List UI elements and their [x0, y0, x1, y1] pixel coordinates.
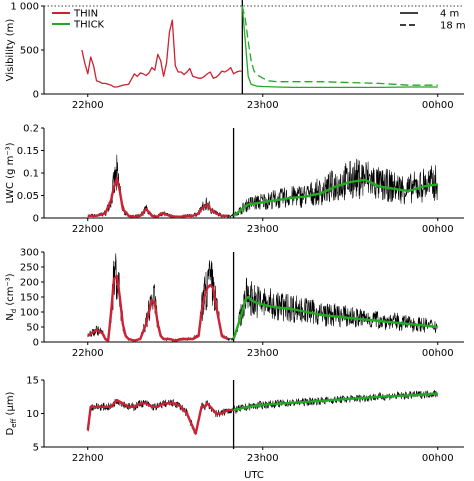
panel-1-y-label: Visibility (m) — [5, 19, 16, 82]
panel-3-x-tick-label: 00h00 — [422, 348, 454, 359]
panel-1-series-thin-line — [81, 19, 243, 88]
panel-4-series-thin-line — [86, 398, 234, 435]
panel-4-y-tick-label: 10 — [26, 409, 39, 420]
legend-thin-label: THIN — [73, 9, 98, 20]
panel-2-y-tick-label: 0.05 — [17, 191, 39, 202]
panel-3-raw-measurement-line — [87, 253, 438, 342]
panel-3-y-tick-label: 300 — [20, 248, 39, 259]
panel-4-x-tick-label: 23h00 — [247, 453, 279, 464]
panel-3-y-tick-label: 0 — [33, 338, 39, 349]
panel-3-y-label: Nd (cm⁻³) — [5, 273, 18, 321]
panel-1-x-tick-label: 00h00 — [422, 100, 454, 111]
panel-3-x-tick-label: 23h00 — [247, 348, 279, 359]
panel-3-y-tick-label: 150 — [20, 293, 39, 304]
panel-3-y-tick-label: 200 — [20, 278, 39, 289]
panel-3-y-tick-label: 50 — [26, 323, 39, 334]
panel-1-y-tick-label: 1 000 — [10, 2, 39, 13]
legend-18m-label: 18 m — [440, 21, 466, 32]
panel-3-y-tick-label: 250 — [20, 263, 39, 274]
panel-2-y-label: LWC (g m⁻³) — [5, 142, 16, 203]
panel-4-y-label: Deff (µm) — [5, 391, 18, 435]
panel-3-series-thin-line — [87, 274, 229, 342]
panel-1-y-tick-label: 0 — [33, 90, 39, 101]
panel-2-y-tick-label: 0.1 — [23, 169, 39, 180]
panel-2-x-tick-label: 22h00 — [72, 224, 104, 235]
panel-2-x-tick-label: 23h00 — [247, 224, 279, 235]
panel-1-x-tick-label: 22h00 — [72, 100, 104, 111]
panel-2-y-tick-label: 0 — [33, 214, 39, 225]
panel-1-y-tick-label: 500 — [20, 46, 39, 57]
panel-4-y-tick-label: 5 — [33, 443, 39, 454]
panel-3-series-thick-line — [232, 295, 438, 340]
panel-4-y-tick-label: 15 — [26, 376, 39, 387]
panel-1-series-thick-line — [241, 5, 438, 89]
panel-4-series-thick-line — [233, 392, 438, 412]
panel-2-series-thick-line — [232, 178, 438, 217]
x-axis-label: UTC — [244, 470, 264, 481]
panel-2-y-tick-label: 0.15 — [17, 146, 39, 157]
panel-3-y-tick-label: 100 — [20, 308, 39, 319]
panel-1-x-tick-label: 23h00 — [247, 100, 279, 111]
panel-1-series-thick-dashed-line — [241, 5, 438, 86]
legend-thick-label: THICK — [73, 20, 105, 31]
panel-3-x-tick-label: 22h00 — [72, 348, 104, 359]
panel-2-series-thin-line — [87, 177, 228, 218]
legend-4m-label: 4 m — [440, 9, 459, 20]
panel-4-x-tick-label: 00h00 — [422, 453, 454, 464]
panel-2-y-tick-label: 0.2 — [23, 124, 39, 135]
panel-2-x-tick-label: 00h00 — [422, 224, 454, 235]
panel-4-x-tick-label: 22h00 — [72, 453, 104, 464]
